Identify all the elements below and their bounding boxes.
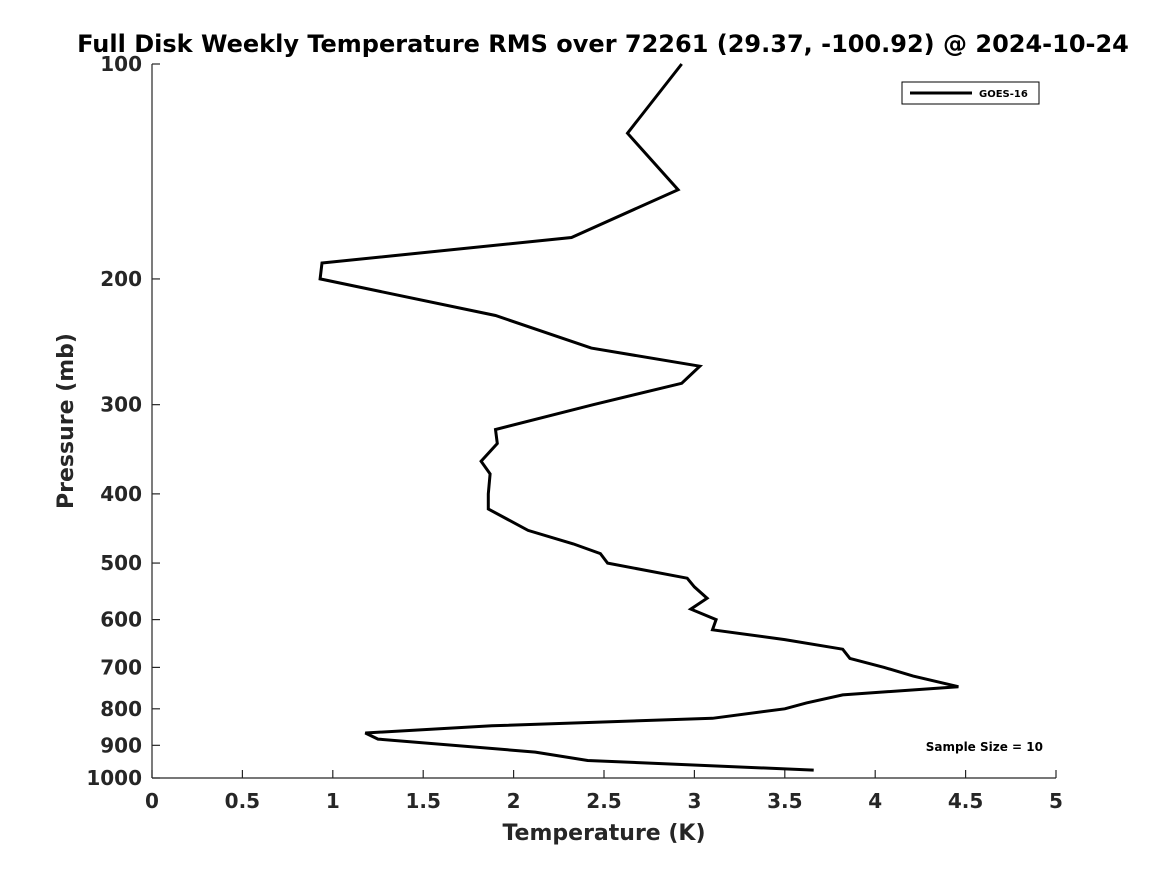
plot-frame — [152, 64, 1056, 778]
y-tick-label: 900 — [100, 733, 142, 757]
y-tick-label: 300 — [100, 393, 142, 417]
y-tick-label: 700 — [100, 655, 142, 679]
legend: GOES-16 — [901, 81, 1040, 105]
y-tick-label: 600 — [100, 608, 142, 632]
x-tick-label: 3.5 — [767, 789, 802, 813]
series-layer — [318, 63, 959, 772]
x-tick-label: 0.5 — [225, 789, 260, 813]
y-tick-label: 800 — [100, 697, 142, 721]
y-tick-label: 1000 — [86, 766, 142, 790]
x-ticks: 0 0.5 1 1.5 2 2.5 3 3.5 4 4.5 5 — [145, 770, 1063, 813]
legend-label: GOES-16 — [979, 89, 1028, 100]
x-tick-label: 4 — [868, 789, 882, 813]
y-tick-label: 400 — [100, 482, 142, 506]
y-tick-label: 100 — [100, 52, 142, 76]
x-tick-label: 2 — [507, 789, 521, 813]
series-line-goes-16 — [318, 63, 959, 772]
y-tick-label: 200 — [100, 267, 142, 291]
x-tick-label: 3 — [687, 789, 701, 813]
y-tick-label: 500 — [100, 551, 142, 575]
plot-area: 0 0.5 1 1.5 2 2.5 3 3.5 4 4.5 5 100 200 300 400 500 600… — [86, 52, 1063, 813]
x-tick-label: 0 — [145, 789, 159, 813]
x-tick-label: 1 — [326, 789, 340, 813]
x-tick-label: 5 — [1049, 789, 1063, 813]
sample-size-annotation: Sample Size = 10 — [926, 740, 1043, 754]
x-axis-label: Temperature (K) — [502, 821, 705, 846]
x-tick-label: 4.5 — [948, 789, 983, 813]
x-tick-label: 1.5 — [405, 789, 440, 813]
y-axis-label: Pressure (mb) — [54, 333, 79, 509]
chart-title: Full Disk Weekly Temperature RMS over 72… — [77, 30, 1129, 58]
y-ticks: 100 200 300 400 500 600 700 800 900 1000 — [86, 52, 160, 790]
x-tick-label: 2.5 — [586, 789, 621, 813]
